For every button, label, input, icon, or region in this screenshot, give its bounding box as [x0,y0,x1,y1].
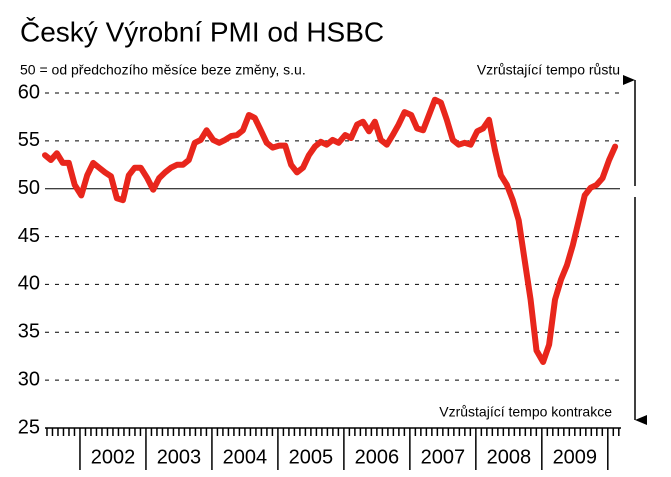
x-tick-label: 2005 [289,446,334,468]
pmi-line [42,96,619,365]
y-tick-label: 35 [18,321,40,343]
x-tick-label: 2007 [421,446,466,468]
x-tick-label: 2004 [223,446,268,468]
annotation: Vzrůstající tempo růstu [477,62,620,78]
y-tick-label: 30 [18,368,40,390]
annotation: Vzrůstající tempo kontrakce [439,404,612,420]
y-tick-label: 40 [18,273,40,295]
y-tick-label: 45 [18,225,40,247]
x-tick-label: 2008 [487,446,532,468]
y-tick-label: 60 [18,81,40,103]
x-tick-label: 2006 [355,446,400,468]
y-tick-label: 25 [18,416,40,438]
x-tick-label: 2009 [553,446,598,468]
x-tick-label: 2002 [91,446,136,468]
subtitle: 50 = od předchozího měsíce beze změny, s… [20,62,306,78]
x-tick-label: 2003 [157,446,202,468]
chart-title: Český Výrobní PMI od HSBC [20,16,384,47]
y-tick-label: 55 [18,129,40,151]
y-tick-label: 50 [18,177,40,199]
